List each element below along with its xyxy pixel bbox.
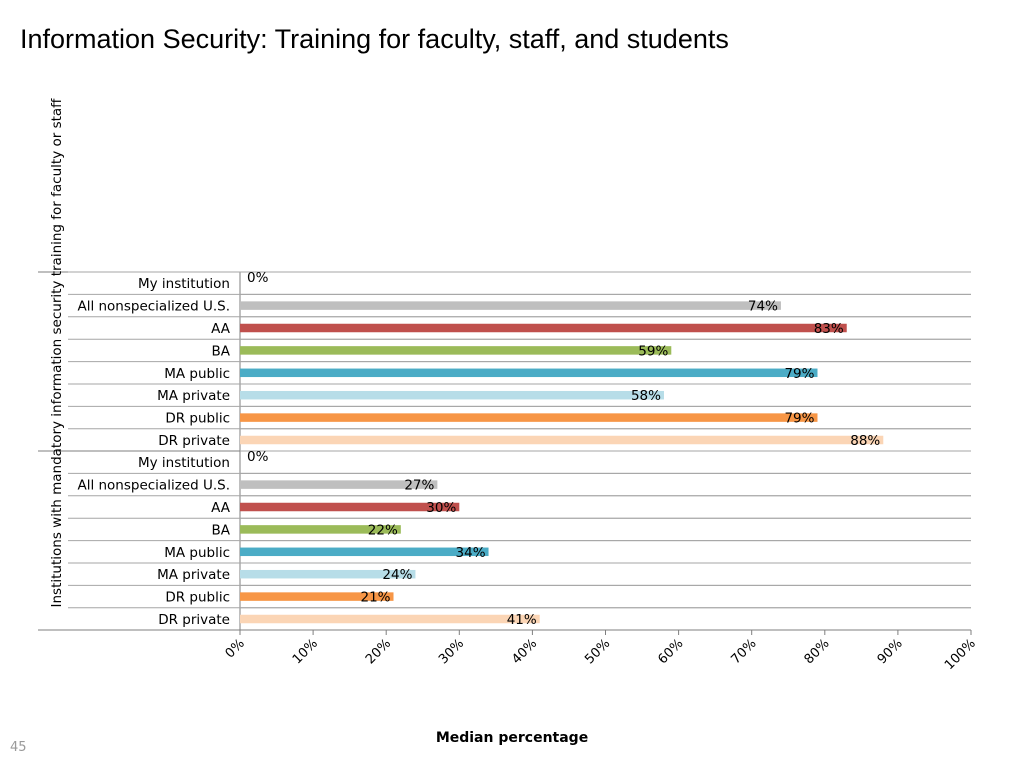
category-labels: My institution All nonspecialized U.S. AA B…	[77, 276, 230, 628]
category-label: My institution	[138, 276, 230, 292]
category-label: BA	[212, 343, 231, 359]
category-label: My institution	[138, 455, 230, 471]
value-label: 24%	[382, 567, 412, 583]
value-label: 34%	[456, 545, 486, 561]
bar	[240, 390, 664, 400]
category-label: MA public	[164, 545, 230, 561]
x-tick-label: 0%	[223, 636, 248, 661]
category-label: BA	[212, 522, 231, 538]
bar	[240, 480, 438, 489]
bar	[240, 569, 416, 579]
x-tick-label: 70%	[728, 636, 759, 667]
bar	[240, 547, 489, 557]
category-label: DR public	[165, 590, 230, 606]
value-label: 74%	[748, 299, 778, 315]
category-label: AA	[211, 321, 231, 337]
category-label: DR public	[165, 411, 230, 427]
value-label: 79%	[784, 411, 814, 427]
bar	[240, 346, 672, 355]
value-label: 22%	[368, 522, 398, 538]
bar	[240, 435, 884, 445]
value-label: 0%	[247, 449, 269, 465]
value-label: 27%	[404, 478, 434, 494]
value-label: 79%	[784, 366, 814, 382]
bar	[240, 525, 401, 534]
x-axis-ticks: 0% 10% 20% 30% 40% 50% 60% 70% 80% 90% 100%	[223, 630, 979, 673]
x-tick-label: 80%	[802, 636, 833, 667]
category-label: MA private	[157, 388, 230, 404]
x-tick-label: 50%	[582, 636, 613, 667]
value-label: 30%	[426, 500, 456, 516]
category-label: All nonspecialized U.S.	[77, 478, 230, 494]
bar	[240, 301, 781, 310]
category-label: AA	[211, 500, 231, 516]
x-axis-label: Median percentage	[436, 730, 588, 746]
x-tick-label: 60%	[655, 636, 686, 667]
category-label: MA private	[157, 567, 230, 583]
value-label: 88%	[850, 433, 880, 449]
bar	[240, 614, 540, 624]
grid-lines	[38, 271, 971, 631]
bar	[240, 368, 818, 378]
value-label: 83%	[814, 321, 844, 337]
category-label: DR private	[158, 433, 230, 449]
value-label: 41%	[507, 612, 537, 628]
x-tick-label: 40%	[509, 636, 540, 667]
value-label: 59%	[638, 343, 668, 359]
value-label: 58%	[631, 388, 661, 404]
x-tick-label: 30%	[436, 636, 467, 667]
bar	[240, 592, 394, 601]
value-label: 0%	[247, 270, 269, 286]
bar	[240, 323, 847, 333]
page-number: 45	[10, 740, 27, 755]
value-label: 21%	[360, 590, 390, 606]
x-tick-label: 90%	[875, 636, 906, 667]
bar	[240, 413, 818, 422]
y-axis-label: Institutions with mandatory information …	[49, 98, 65, 608]
value-labels: 0% 74% 83% 59% 79% 58% 79% 88% 0% 27% 30% 22% 34% 24%…	[247, 270, 880, 628]
category-label: All nonspecialized U.S.	[77, 299, 230, 315]
bar	[240, 502, 460, 512]
x-tick-label: 100%	[942, 636, 979, 673]
bars	[240, 301, 884, 624]
x-tick-label: 10%	[290, 636, 321, 667]
x-tick-label: 20%	[363, 636, 394, 667]
slide-title: Information Security: Training for facul…	[20, 24, 729, 54]
category-label: MA public	[164, 366, 230, 382]
category-label: DR private	[158, 612, 230, 628]
